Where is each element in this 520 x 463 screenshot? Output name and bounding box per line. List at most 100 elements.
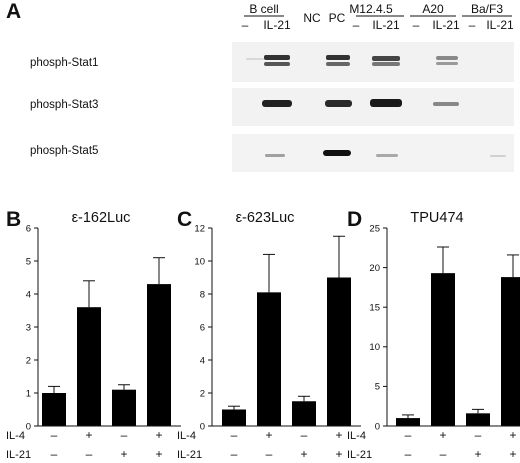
chart-c-y-tick-label: 4 <box>200 355 205 366</box>
il21-sign-d: + <box>474 447 481 461</box>
band-stat3-a20-il21 <box>433 102 459 106</box>
band-stat5-m12-il21 <box>376 154 398 157</box>
il4-sign-b: + <box>155 428 162 442</box>
lane-group-label-m12: M12.4.5 <box>349 2 393 16</box>
band-stat1-bcell-il21-lower <box>264 62 290 66</box>
chart-c-bar <box>327 277 351 426</box>
chart-d-y-tick-label: 10 <box>369 342 380 353</box>
lane-label-a20-il21: IL-21 <box>432 18 460 32</box>
lane-label-a20-ctrl: – <box>413 18 420 32</box>
il4-sign-c: – <box>231 428 238 442</box>
chart-c-y-tick-label: 8 <box>200 289 205 300</box>
chart-b-y-ticks: 0 1 2 3 4 5 6 <box>26 223 38 432</box>
chart-b-y-tick-label: 5 <box>26 256 31 267</box>
band-stat3-pc <box>325 100 352 107</box>
il4-sign-d: – <box>475 428 482 442</box>
il21-sign-c: + <box>335 447 342 461</box>
blot-label-stat5: phosph-Stat5 <box>30 145 98 157</box>
il4-sign-b: – <box>51 428 58 442</box>
chart-c-y-tick-label: 2 <box>200 388 205 399</box>
il21-sign-c: + <box>300 447 307 461</box>
chart-d-conditions: – + – + – – + + <box>405 428 517 461</box>
chart-title-c: ε-623Luc <box>236 210 295 226</box>
band-stat5-pc <box>323 150 351 156</box>
panel-letter-a: A <box>6 0 21 23</box>
lane-label-b-cell-ctrl: – <box>242 18 249 32</box>
il21-row-label-b: IL-21 <box>6 449 31 461</box>
il4-sign-c: + <box>335 428 342 442</box>
chart-b-y-tick-label: 0 <box>26 421 31 432</box>
chart-b-error-bars <box>48 257 165 393</box>
band-stat1-m12-il21-upper <box>372 56 400 61</box>
il21-sign-d: – <box>440 447 447 461</box>
panel-b: B ε-162Luc 0 1 2 3 4 5 6 IL-4 IL-21 – + – + – – + + <box>6 208 181 461</box>
band-stat1-pc-lower <box>326 62 350 66</box>
band-stat3-bcell-il21 <box>262 100 292 107</box>
band-stat1-m12-ctrl <box>246 58 264 60</box>
chart-d-bar <box>431 273 455 426</box>
il21-row-label-c: IL-21 <box>177 449 202 461</box>
chart-d-bar <box>466 413 490 426</box>
chart-d-bar <box>501 277 520 426</box>
il21-sign-c: – <box>231 447 238 461</box>
il21-sign-b: + <box>155 447 162 461</box>
blot-strip-stat5 <box>232 134 514 172</box>
panel-a: A B cell – IL-21 NC PC M12.4.5 – IL-21 A… <box>6 0 514 172</box>
band-stat1-bcell-il21-upper <box>264 55 290 60</box>
chart-c-y-tick-label: 12 <box>194 223 205 234</box>
chart-title-b: ε-162Luc <box>72 210 131 226</box>
il4-sign-b: – <box>121 428 128 442</box>
lane-group-label-nc: NC <box>303 11 321 25</box>
lane-label-baf3-il21: IL-21 <box>486 18 514 32</box>
chart-c-y-tick-label: 10 <box>194 256 205 267</box>
band-stat5-bcell-il21 <box>265 154 285 157</box>
chart-d-bars <box>396 273 520 426</box>
band-stat3-m12-il21 <box>370 99 402 107</box>
panel-c: C ε-623Luc 0 2 4 6 8 10 12 IL-4 IL-21 – + – + – – + + <box>177 208 361 461</box>
panel-letter-c: C <box>177 208 192 231</box>
chart-b-y-tick-label: 2 <box>26 355 31 366</box>
il4-sign-d: + <box>509 428 516 442</box>
lane-group-label-baf3: Ba/F3 <box>471 2 503 16</box>
chart-d-bar <box>396 418 420 426</box>
chart-d-y-tick-label: 5 <box>375 382 380 393</box>
il21-sign-d: – <box>405 447 412 461</box>
chart-c-y-tick-label: 0 <box>200 421 205 432</box>
il21-sign-d: + <box>509 447 516 461</box>
band-stat1-pc-upper <box>326 55 350 60</box>
chart-b-bar <box>112 389 136 426</box>
lane-label-b-cell-il21: IL-21 <box>263 18 291 32</box>
il4-sign-b: + <box>85 428 92 442</box>
chart-c-bar <box>292 401 316 426</box>
chart-b-bar <box>147 284 171 426</box>
chart-c-y-tick-label: 6 <box>200 322 205 333</box>
chart-d-error-bars <box>402 246 519 419</box>
lane-label-m12-il21: IL-21 <box>372 18 400 32</box>
chart-b-y-tick-label: 6 <box>26 223 31 234</box>
il21-sign-b: + <box>120 447 127 461</box>
il4-row-label-d: IL-4 <box>347 430 366 442</box>
chart-b-bar <box>77 307 101 426</box>
il21-sign-c: – <box>266 447 273 461</box>
il4-sign-d: + <box>439 428 446 442</box>
chart-b-y-tick-label: 4 <box>26 289 31 300</box>
il21-row-label-d: IL-21 <box>347 449 372 461</box>
chart-d-y-tick-label: 15 <box>369 303 380 314</box>
il21-sign-b: – <box>86 447 93 461</box>
il4-row-label-b: IL-4 <box>6 430 25 442</box>
lane-label-baf3-ctrl: – <box>469 18 476 32</box>
panel-letter-d: D <box>347 208 362 231</box>
il4-sign-d: – <box>405 428 412 442</box>
chart-b-bar <box>42 393 66 426</box>
band-stat5-baf3-il21 <box>490 155 506 157</box>
chart-c-error-bars <box>228 235 345 410</box>
lane-group-label-b-cell: B cell <box>249 2 278 16</box>
il4-sign-c: + <box>265 428 272 442</box>
band-stat1-m12-il21-lower <box>372 62 400 66</box>
chart-title-d: TPU474 <box>410 210 463 226</box>
il4-sign-c: – <box>301 428 308 442</box>
chart-d-y-tick-label: 0 <box>375 421 380 432</box>
chart-b-bars <box>42 284 171 426</box>
lane-group-label-pc: PC <box>329 11 346 25</box>
